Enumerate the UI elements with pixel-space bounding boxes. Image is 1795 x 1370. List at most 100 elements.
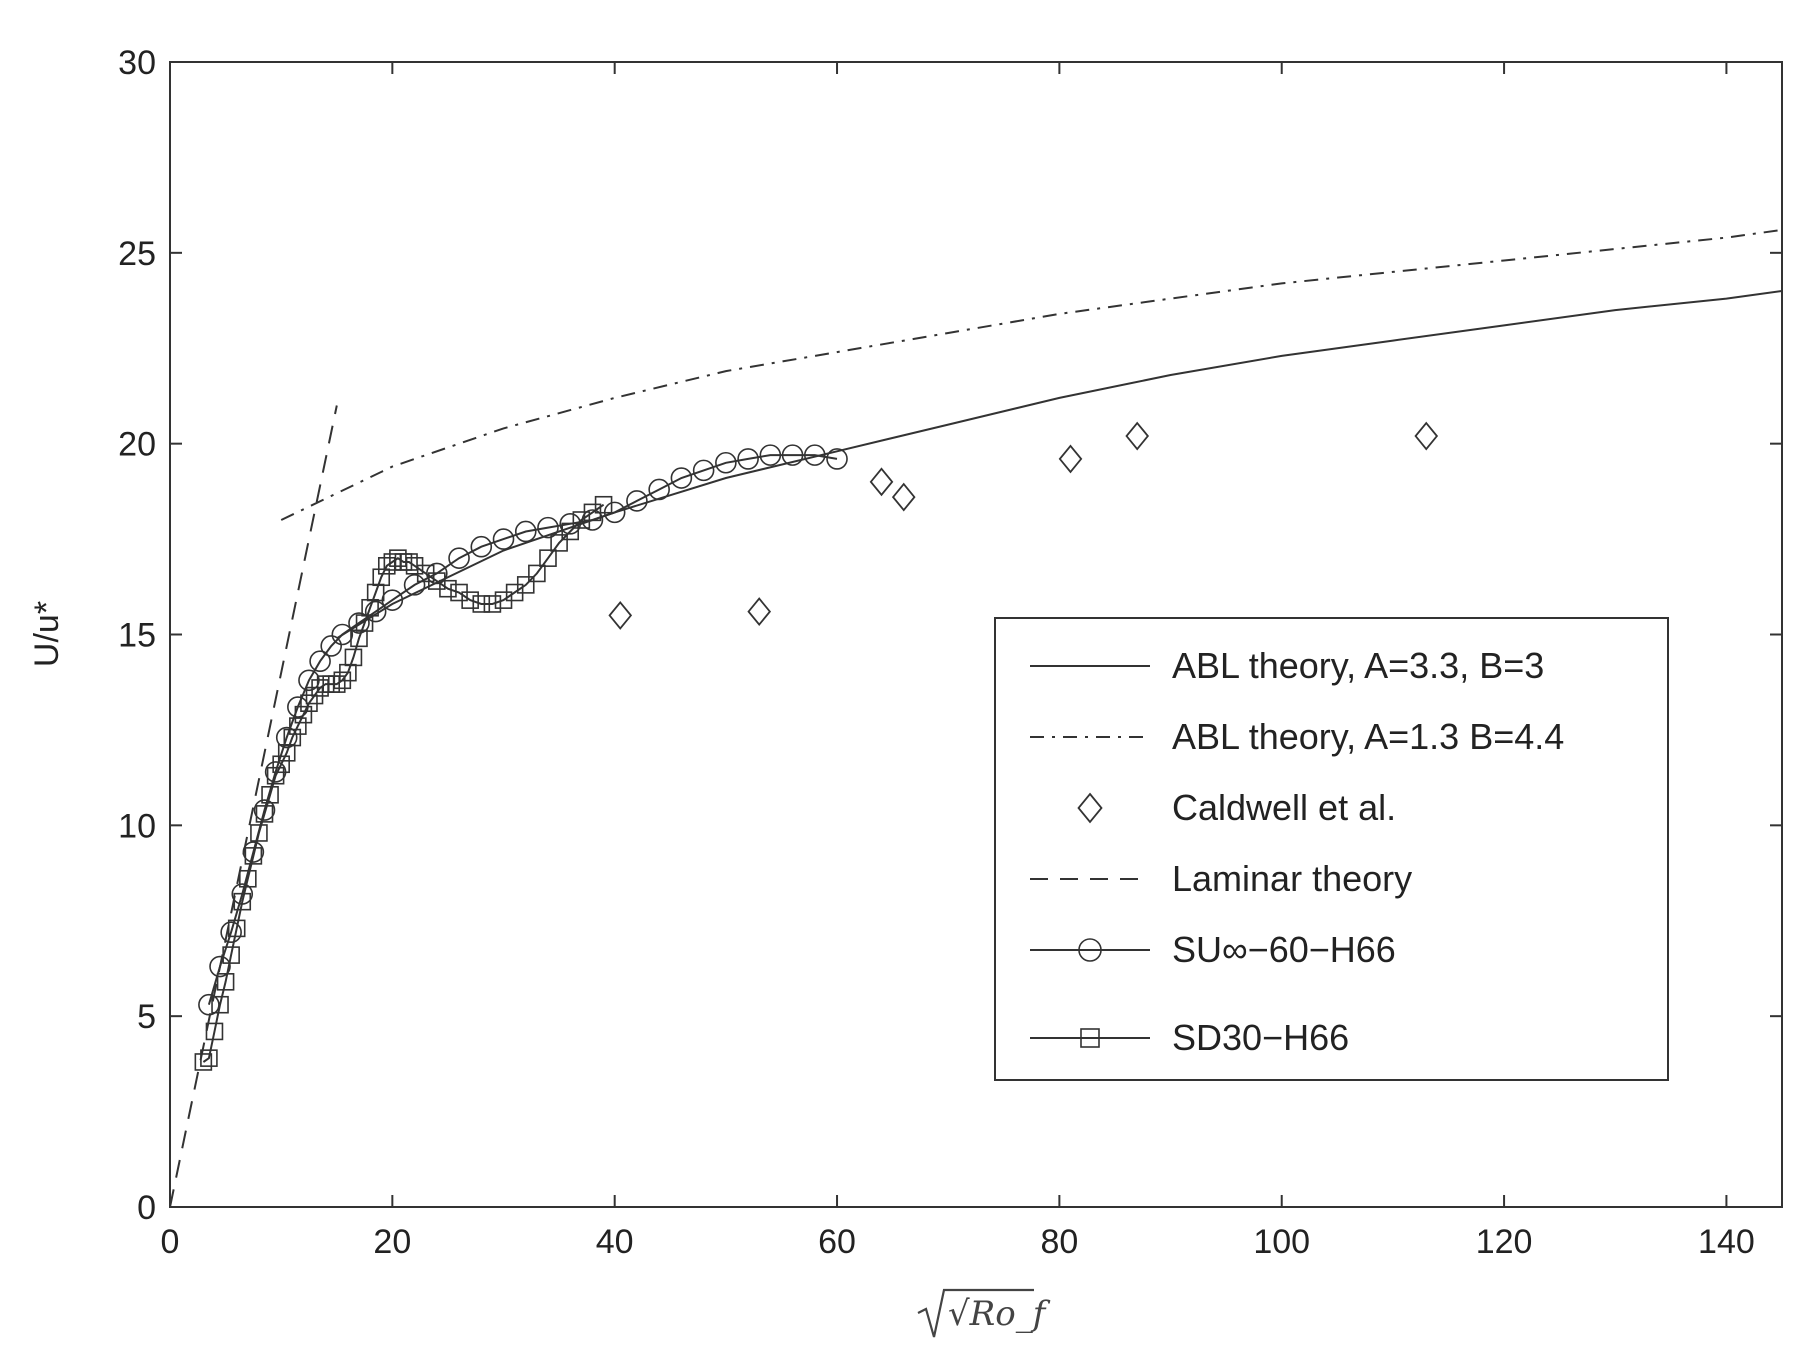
data-point-square [227, 919, 246, 938]
legend-label: SU∞−60−H66 [1172, 929, 1396, 970]
y-tick-label: 15 [118, 617, 156, 655]
x-tick-label: 60 [818, 1223, 856, 1261]
data-point-square [250, 824, 268, 842]
data-point-circle [626, 490, 648, 512]
data-point-square [561, 522, 580, 541]
data-point-square [222, 946, 240, 964]
data-point-diamond [608, 600, 633, 630]
y-tick-label: 20 [118, 426, 156, 464]
series-1 [280, 228, 1783, 521]
data-point-circle [448, 547, 470, 569]
x-tick-label: 100 [1253, 1223, 1310, 1261]
data-point-circle [715, 451, 737, 474]
data-point-square [261, 785, 279, 804]
data-point-square [528, 564, 546, 583]
data-point-diamond [1414, 421, 1439, 451]
series-2 [608, 421, 1439, 630]
data-point-circle [826, 448, 848, 470]
data-point-square [539, 549, 557, 567]
data-point-square [439, 579, 457, 598]
data-point-circle [220, 921, 242, 944]
x-tick-label: 40 [596, 1223, 634, 1261]
y-tick-label: 0 [137, 1189, 156, 1227]
x-axis-label-text: √Ro_f [948, 1294, 1051, 1334]
series-0 [336, 290, 1783, 640]
x-ticks: 0 20 40 60 80 100 120 140 [161, 62, 1755, 1261]
y-tick-label: 30 [118, 44, 156, 82]
data-point-circle [470, 535, 493, 558]
series-layer [169, 228, 1783, 1208]
legend-swatch-square [1080, 1028, 1100, 1048]
y-tick-label: 10 [118, 807, 156, 845]
data-point-square [372, 568, 391, 587]
legend-label: SD30−H66 [1172, 1017, 1349, 1058]
legend-label: Caldwell et al. [1172, 787, 1396, 828]
data-point-circle [348, 612, 370, 634]
data-point-square [233, 892, 252, 911]
data-point-square [516, 576, 535, 594]
y-tick-label: 5 [137, 998, 156, 1036]
x-tick-label: 20 [373, 1223, 411, 1261]
legend-item: SD30−H66 [1030, 1017, 1349, 1058]
data-point-circle [253, 799, 276, 821]
data-point-square [216, 973, 235, 991]
data-point-square [266, 766, 285, 785]
series-line [336, 290, 1783, 640]
data-point-square [205, 1022, 224, 1041]
series-line [207, 454, 838, 1005]
data-point-square [327, 675, 346, 693]
series-line [169, 405, 338, 1208]
legend: ABL theory, A=3.3, B=3 ABL theory, A=1.3 … [994, 617, 1669, 1081]
legend-item: ABL theory, A=1.3 B=4.4 [1030, 716, 1564, 757]
x-tick-label: 0 [161, 1223, 180, 1261]
data-point-square [239, 869, 257, 888]
data-point-circle [209, 955, 231, 978]
legend-box [994, 617, 1669, 1081]
legend-item: Caldwell et al. [1077, 787, 1396, 828]
y-ticks: 0 5 10 15 20 25 30 [118, 44, 1782, 1227]
data-point-circle [275, 726, 298, 749]
legend-label: ABL theory, A=1.3 B=4.4 [1172, 716, 1564, 757]
data-point-circle [403, 574, 426, 596]
data-point-square [200, 1049, 218, 1067]
data-point-square [272, 755, 290, 774]
data-point-circle [198, 993, 220, 1016]
data-point-circle [559, 513, 582, 535]
series-line [202, 503, 605, 1063]
y-tick-label: 25 [118, 235, 156, 273]
data-point-square [194, 1053, 213, 1071]
data-point-square [594, 495, 613, 514]
data-point-square [283, 728, 302, 747]
data-point-square [400, 553, 418, 571]
legend-label: Laminar theory [1172, 858, 1412, 899]
x-axis-label: √Ro_f [917, 1288, 1051, 1338]
data-point-diamond [1125, 421, 1150, 451]
legend-swatch-diamond [1077, 792, 1103, 824]
data-point-square [294, 705, 313, 724]
data-point-circle [242, 841, 265, 863]
legend-item: ABL theory, A=3.3, B=3 [1030, 645, 1544, 686]
data-point-square [344, 648, 363, 667]
data-point-square [211, 995, 229, 1014]
data-point-square [483, 595, 502, 613]
legend-label: ABL theory, A=3.3, B=3 [1172, 645, 1544, 686]
x-tick-label: 140 [1698, 1223, 1755, 1261]
data-point-square [289, 717, 307, 735]
data-point-diamond [891, 482, 916, 512]
data-point-square [550, 534, 568, 552]
x-tick-label: 120 [1476, 1223, 1533, 1261]
series-5 [194, 495, 613, 1071]
data-point-square [255, 805, 274, 823]
data-point-circle [670, 467, 693, 489]
data-point-diamond [1058, 444, 1083, 474]
legend-item: SU∞−60−H66 [1030, 929, 1396, 970]
data-point-circle [759, 444, 782, 466]
data-point-circle [492, 528, 515, 550]
data-point-circle [309, 650, 331, 673]
y-axis-label: U/u* [28, 601, 66, 667]
data-point-circle [648, 478, 670, 501]
data-point-circle [692, 459, 715, 482]
data-point-square [461, 591, 479, 609]
data-point-circle [331, 623, 354, 646]
